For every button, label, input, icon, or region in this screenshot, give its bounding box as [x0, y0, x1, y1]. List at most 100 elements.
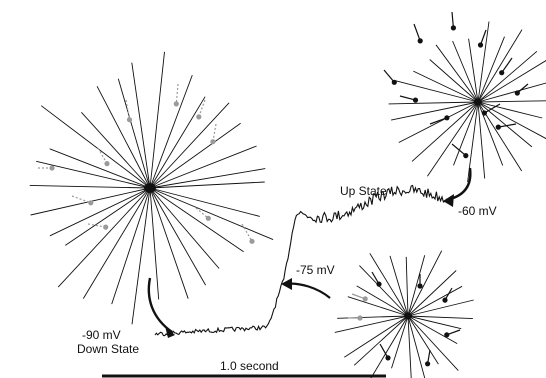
synaptic-terminal	[205, 215, 211, 221]
dendrite	[477, 21, 490, 103]
membrane-potential-trace	[154, 184, 449, 337]
label-minus-90-mv: -90 mV	[82, 328, 121, 342]
dendrite	[407, 270, 457, 317]
synaptic-input	[484, 103, 501, 114]
dendrite	[427, 101, 479, 177]
dendrite	[398, 101, 479, 143]
dendrite	[149, 96, 206, 189]
synaptic-input	[399, 95, 416, 101]
dendrite	[477, 101, 504, 166]
synaptic-input	[379, 343, 389, 359]
dendrite	[389, 255, 409, 317]
dendrite	[149, 74, 193, 189]
dendrite	[131, 62, 151, 189]
dendrite	[407, 315, 458, 344]
synaptic-terminal	[385, 355, 391, 361]
dendrite	[435, 44, 479, 103]
synaptic-terminal	[49, 165, 55, 171]
dendrite	[65, 187, 151, 246]
dendrite	[407, 315, 473, 320]
dendrite	[391, 315, 409, 369]
dendrite	[407, 255, 426, 317]
synaptic-terminal	[442, 297, 448, 303]
dendrite	[334, 315, 409, 333]
neuron-intermediate-state	[334, 250, 474, 378]
dendrite	[81, 111, 151, 189]
synaptic-terminal	[357, 315, 363, 321]
dendrite	[149, 187, 220, 269]
synaptic-input	[71, 195, 92, 204]
arrow-head-up-state	[443, 194, 454, 207]
dendrite	[388, 101, 479, 105]
dendrite	[49, 187, 151, 237]
dendrite	[96, 86, 151, 189]
dendrite	[411, 101, 479, 162]
synaptic-terminal	[425, 361, 431, 367]
synaptic-input	[429, 117, 448, 125]
dendrite	[82, 187, 151, 299]
synaptic-input	[451, 143, 467, 157]
dendrite	[149, 187, 160, 300]
dendrite	[395, 80, 479, 103]
neuron-up-state	[383, 11, 546, 182]
synaptic-input	[125, 99, 131, 120]
synaptic-terminal	[481, 110, 487, 116]
synaptic-input	[501, 57, 513, 74]
synaptic-terminal	[444, 332, 450, 338]
dendrite	[149, 187, 260, 217]
dendrite	[413, 70, 479, 103]
dendrite	[149, 187, 274, 241]
synaptic-input	[175, 83, 179, 104]
label-minus-60-mv: -60 mV	[458, 204, 497, 218]
dendrite	[452, 40, 479, 103]
synaptic-input	[479, 29, 487, 46]
dendrite	[344, 315, 409, 358]
synaptic-terminal	[412, 97, 419, 103]
synaptic-terminal	[444, 115, 450, 121]
dendrite	[353, 315, 409, 366]
dendrite	[149, 187, 189, 299]
synaptic-terminal	[376, 281, 382, 287]
synaptic-terminal	[210, 139, 216, 145]
label-up-state: Up State	[340, 184, 387, 198]
dendrite	[477, 50, 538, 103]
soma	[144, 183, 156, 193]
dendrite	[40, 105, 151, 189]
synaptic-terminal	[249, 238, 255, 244]
neuron-down-state	[29, 51, 274, 325]
dendrite	[405, 256, 409, 317]
label-minus-75-mv: -75 mV	[296, 263, 335, 277]
synaptic-terminal	[391, 79, 397, 85]
synaptic-terminal	[88, 200, 94, 206]
soma	[474, 98, 482, 106]
dendrite	[477, 101, 486, 179]
dendrite	[468, 38, 479, 103]
dendrite	[149, 51, 165, 189]
soma	[404, 312, 412, 320]
arrow-to-up-state	[445, 167, 472, 202]
dendrite	[149, 187, 244, 253]
dendrite	[453, 101, 479, 166]
time-scale-label: 1.0 second	[220, 359, 279, 373]
synaptic-terminal	[362, 296, 368, 302]
dendrite	[477, 101, 533, 148]
synaptic-terminal	[514, 90, 520, 96]
synaptic-input	[498, 123, 517, 128]
dendrite	[149, 145, 257, 189]
dendrite	[36, 160, 151, 189]
dendrite	[111, 187, 151, 305]
synaptic-input	[195, 207, 209, 219]
arrow-head-down-state	[165, 326, 175, 338]
dendrite	[477, 101, 543, 119]
dendrite	[477, 82, 546, 103]
dendrite	[429, 59, 479, 103]
dendrite	[407, 315, 462, 330]
dendrite	[407, 250, 443, 317]
dendrite	[131, 187, 151, 325]
synaptic-input	[97, 147, 108, 164]
dendrite	[407, 315, 412, 378]
dendrite	[477, 100, 546, 103]
dendrite	[117, 78, 151, 189]
dendrite	[407, 315, 459, 371]
dendrite	[370, 315, 409, 378]
